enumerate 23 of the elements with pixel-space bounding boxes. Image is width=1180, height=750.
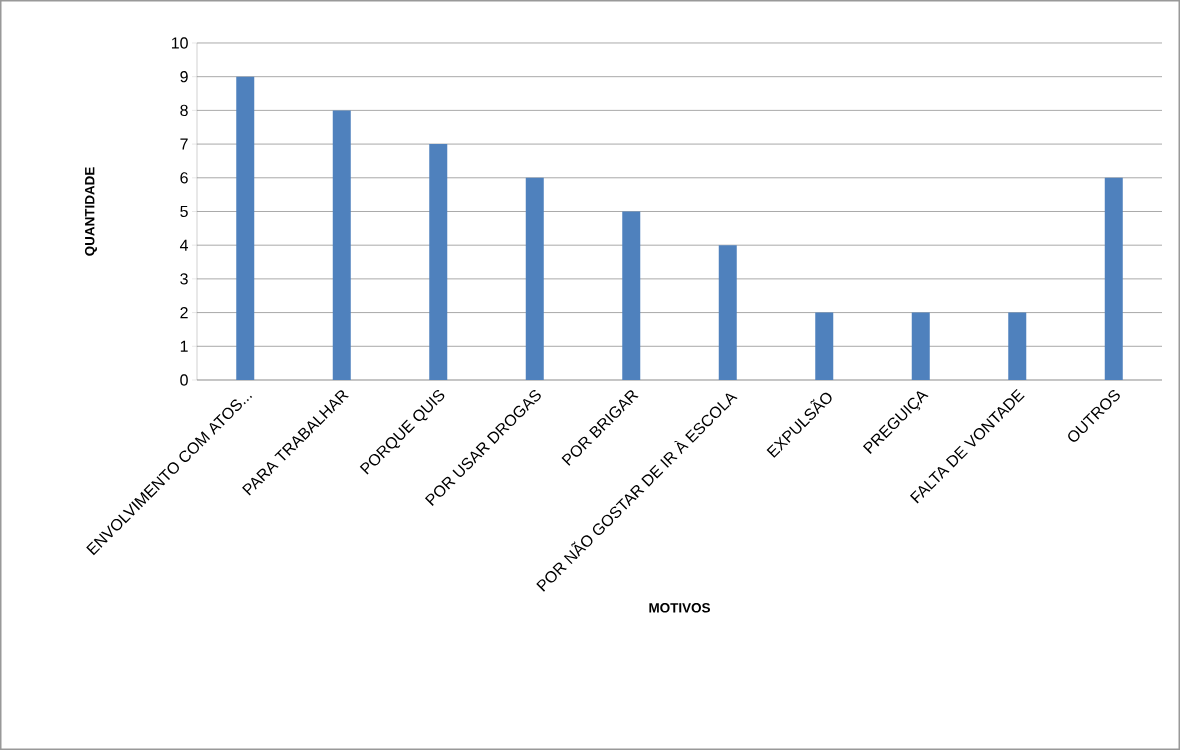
- bar: [622, 211, 641, 380]
- bar: [718, 245, 737, 380]
- y-tick-label: 6: [180, 172, 188, 184]
- y-tick-label: 8: [180, 104, 188, 117]
- y-tick-label: 9: [180, 71, 188, 83]
- y-tick-label: 4: [179, 239, 189, 251]
- bar: [525, 177, 544, 380]
- y-tick-label: 5: [180, 205, 188, 218]
- y-tick-label: 10: [171, 37, 188, 49]
- y-tick-label: 1: [180, 340, 188, 352]
- bar: [332, 110, 351, 380]
- y-tick-label: 3: [180, 273, 188, 285]
- y-tick-label: 0: [180, 374, 188, 386]
- bar: [911, 312, 930, 380]
- bar: [236, 76, 255, 380]
- y-tick-label: 7: [180, 138, 188, 150]
- bar: [1104, 177, 1123, 380]
- x-axis-title: MOTIVOS: [649, 603, 711, 613]
- y-axis-title: QUANTIDADE: [84, 167, 97, 256]
- y-tick-label: 2: [180, 307, 188, 319]
- bar: [1008, 312, 1027, 380]
- bar: [815, 312, 834, 380]
- bar: [429, 144, 448, 380]
